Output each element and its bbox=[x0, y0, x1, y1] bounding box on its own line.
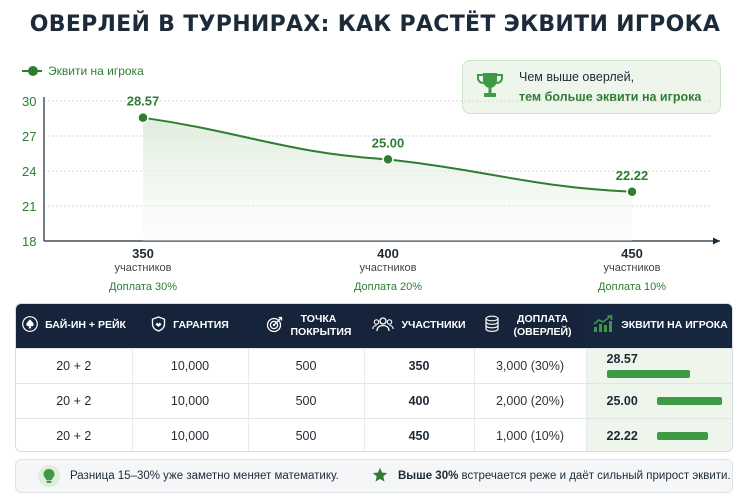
trophy-icon bbox=[475, 70, 505, 105]
table-header-cell: ЭКВИТИ НА ИГРОКА bbox=[586, 304, 732, 348]
people-icon bbox=[372, 316, 395, 335]
x-tick-unit: участников bbox=[359, 262, 417, 274]
x-tick-note: Доплата 20% bbox=[353, 281, 423, 293]
table-header-label: ЭКВИТИ НА ИГРОКА bbox=[621, 319, 728, 332]
cell-equity: 25.00 bbox=[586, 382, 732, 418]
series-area bbox=[143, 117, 632, 241]
equity-bar bbox=[606, 369, 690, 378]
chart-legend: Эквити на игрока bbox=[22, 64, 144, 78]
table-row: 20 + 2 10,000 500 400 2,000 (20%) 25.00 bbox=[16, 382, 732, 418]
data-point bbox=[137, 111, 149, 124]
table-header-cell: УЧАСТНИКИ bbox=[364, 304, 474, 348]
x-tick-unit: участников bbox=[114, 262, 172, 274]
line-chart: 18 21 24 27 30 28.57 25.00 22.22 bbox=[22, 94, 720, 249]
equity-bar bbox=[656, 432, 708, 441]
legend-label: Эквити на игрока bbox=[48, 64, 144, 78]
table-header-label: ТОЧКА ПОКРЫТИЯ bbox=[290, 312, 352, 338]
footer-note-left: Разница 15–30% уже заметно меняет матема… bbox=[16, 465, 366, 487]
cell-players: 350 bbox=[364, 347, 475, 383]
x-tick-label: 450 участников Доплата 10% bbox=[572, 246, 692, 293]
table-header-cell: БАЙ-ИН + РЕЙК bbox=[16, 304, 132, 348]
equity-value: 22.22 bbox=[606, 429, 638, 444]
x-tick-value: 350 bbox=[132, 246, 154, 261]
x-tick-note: Доплата 10% bbox=[597, 281, 667, 293]
table-header-cell: ДОПЛАТА (ОВЕРЛЕЙ) bbox=[474, 304, 586, 348]
cell-buyin: 20 + 2 bbox=[16, 382, 133, 418]
x-tick-value: 400 bbox=[377, 246, 399, 261]
table-header-cell: ТОЧКА ПОКРЫТИЯ bbox=[248, 304, 364, 348]
data-point bbox=[626, 186, 638, 198]
x-tick-label: 400 участников Доплата 20% bbox=[328, 246, 448, 293]
equity-value: 25.00 bbox=[606, 393, 638, 408]
x-tick-value: 450 bbox=[621, 246, 643, 261]
star-icon bbox=[372, 467, 388, 486]
cell-breakeven: 500 bbox=[248, 382, 365, 418]
cell-extra: 1,000 (10%) bbox=[474, 417, 587, 451]
x-tick-note: Доплата 30% bbox=[108, 281, 178, 293]
table-header-label: УЧАСТНИКИ bbox=[401, 319, 466, 332]
x-tick-unit: участников bbox=[603, 262, 661, 274]
y-tick-label: 27 bbox=[22, 129, 36, 144]
cell-extra: 3,000 (30%) bbox=[474, 347, 587, 383]
spade-icon bbox=[22, 316, 38, 335]
cell-buyin: 20 + 2 bbox=[16, 347, 133, 383]
cell-guarantee: 10,000 bbox=[132, 347, 249, 383]
data-label: 25.00 bbox=[372, 135, 405, 150]
x-tick-label: 350 участников Доплата 30% bbox=[83, 246, 203, 293]
cell-players: 400 bbox=[364, 382, 475, 418]
cell-players: 450 bbox=[364, 417, 475, 451]
footer-notes: Разница 15–30% уже заметно меняет матема… bbox=[15, 459, 733, 493]
footer-note-right: Выше 30% встречается реже и даёт сильный… bbox=[366, 467, 731, 486]
table-header-cell: ГАРАНТИЯ bbox=[132, 304, 248, 348]
x-axis-arrow bbox=[713, 237, 720, 245]
table-header-row: БАЙ-ИН + РЕЙК ГАРАНТИЯ ТОЧКА ПОКРЫТИЯ УЧАСТ… bbox=[16, 304, 732, 348]
cell-buyin: 20 + 2 bbox=[16, 417, 133, 451]
y-tick-label: 24 bbox=[22, 164, 36, 179]
shield-icon bbox=[151, 316, 166, 335]
table-header-label: ДОПЛАТА (ОВЕРЛЕЙ) bbox=[513, 312, 572, 338]
page-title: ОВЕРЛЕЙ В ТУРНИРАХ: КАК РАСТЁТ ЭКВИТИ ИГ… bbox=[29, 12, 721, 37]
data-point bbox=[382, 153, 394, 166]
cell-breakeven: 500 bbox=[248, 417, 365, 451]
footer-right-text: встречается реже и даёт сильный прирост … bbox=[458, 470, 731, 482]
equity-value: 28.57 bbox=[606, 351, 638, 366]
data-label: 28.57 bbox=[127, 94, 160, 109]
y-tick-label: 30 bbox=[22, 94, 36, 109]
equity-bar bbox=[656, 396, 722, 405]
table-header-label: БАЙ-ИН + РЕЙК bbox=[45, 319, 126, 332]
coins-icon bbox=[483, 315, 501, 336]
cell-guarantee: 10,000 bbox=[132, 382, 249, 418]
table-row: 20 + 2 10,000 500 350 3,000 (30%) 28.57 bbox=[16, 347, 732, 383]
cell-extra: 2,000 (20%) bbox=[474, 382, 587, 418]
lightbulb-icon bbox=[38, 465, 60, 487]
growth-chart-icon bbox=[592, 315, 614, 336]
cell-breakeven: 500 bbox=[248, 347, 365, 383]
footer-left-text: Разница 15–30% уже заметно меняет матема… bbox=[70, 470, 339, 482]
y-tick-label: 21 bbox=[22, 199, 36, 214]
legend-marker bbox=[22, 66, 42, 76]
table-body: 20 + 2 10,000 500 350 3,000 (30%) 28.57 20 + 2… bbox=[16, 347, 732, 451]
data-table: БАЙ-ИН + РЕЙК ГАРАНТИЯ ТОЧКА ПОКРЫТИЯ УЧАСТ… bbox=[15, 303, 733, 452]
cell-equity: 22.22 bbox=[586, 417, 732, 451]
callout-line-1: Чем выше оверлей, bbox=[519, 70, 635, 84]
table-header-label: ГАРАНТИЯ bbox=[173, 319, 229, 332]
cell-guarantee: 10,000 bbox=[132, 417, 249, 451]
footer-right-bold: Выше 30% bbox=[398, 470, 459, 482]
cell-equity: 28.57 bbox=[586, 347, 732, 383]
target-icon bbox=[266, 315, 284, 336]
table-row: 20 + 2 10,000 500 450 1,000 (10%) 22.22 bbox=[16, 417, 732, 451]
data-label: 22.22 bbox=[616, 168, 649, 183]
y-tick-label: 18 bbox=[22, 234, 36, 249]
